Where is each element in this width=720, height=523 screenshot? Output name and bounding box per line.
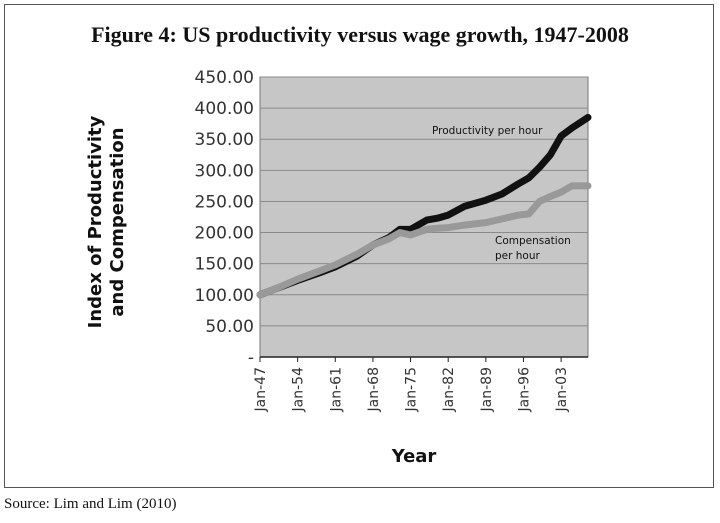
y-tick-label: 450.00: [195, 68, 254, 88]
series-annotation: Productivity per hour: [432, 125, 543, 137]
source-note: Source: Lim and Lim (2010): [4, 496, 177, 512]
series-line-1: [256, 182, 592, 299]
y-tick-label: 400.00: [195, 99, 254, 119]
y-tick-label: 300.00: [195, 161, 254, 181]
x-tick-label: Jan-47: [253, 367, 269, 412]
x-tick-label: Jan-89: [479, 367, 495, 412]
x-tick-label: Jan-82: [441, 367, 457, 412]
y-tick-label: 100.00: [195, 286, 254, 306]
y-axis-title: and Compensation: [107, 127, 128, 316]
plot-area: [259, 76, 589, 358]
y-tick-label: 50.00: [205, 317, 254, 337]
y-tick-label: 200.00: [195, 224, 254, 244]
y-axis-title: Index of Productivity: [85, 115, 106, 328]
x-tick-label: Jan-03: [554, 367, 570, 412]
y-tick-label: 250.00: [195, 192, 254, 212]
chart-title: Figure 4: US productivity versus wage gr…: [91, 22, 629, 47]
x-axis-title: Year: [391, 446, 437, 467]
y-tick-label: 150.00: [195, 255, 254, 275]
series-annotation: Compensation: [495, 235, 571, 247]
x-tick-label: Jan-54: [291, 367, 307, 413]
series-annotation: per hour: [495, 250, 541, 262]
x-tick-label: Jan-61: [328, 367, 344, 412]
x-tick-label: Jan-68: [366, 367, 382, 412]
x-tick-label: Jan-96: [516, 367, 532, 413]
y-tick-label: 350.00: [195, 130, 254, 150]
x-tick-label: Jan-75: [404, 367, 420, 412]
y-tick-label: -: [248, 348, 254, 368]
